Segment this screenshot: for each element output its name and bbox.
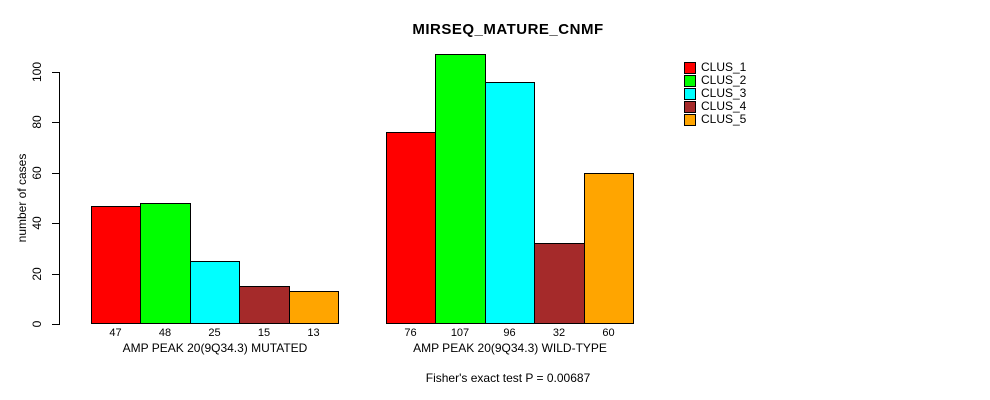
- y-tick-mark: [52, 72, 60, 73]
- y-tick-label: 60: [30, 166, 44, 180]
- legend: CLUS_1 CLUS_2 CLUS_3 CLUS_4 CLUS_5: [684, 61, 746, 126]
- y-tick-mark: [52, 223, 60, 224]
- bar-value-label: 47: [109, 327, 122, 339]
- legend-label: CLUS_4: [701, 99, 747, 113]
- bar-clus_5-group1: [289, 291, 339, 324]
- chart-title: MIRSEQ_MATURE_CNMF: [412, 21, 604, 38]
- legend-row: CLUS_1: [684, 61, 746, 74]
- bar-clus_3-group1: [190, 261, 240, 324]
- legend-label: CLUS_1: [701, 60, 747, 74]
- y-tick-label: 0: [30, 320, 44, 328]
- group-label-wild-type: AMP PEAK 20(9Q34.3) WILD-TYPE: [413, 341, 607, 355]
- legend-swatch-clus_4: [684, 100, 696, 113]
- bar-value-label: 76: [404, 327, 417, 339]
- bar-clus_2-group1: [140, 203, 191, 324]
- bar-value-label: 32: [552, 327, 566, 339]
- bar-value-label: 13: [307, 327, 320, 339]
- legend-row: CLUS_4: [684, 100, 746, 113]
- bar-value-label: 60: [602, 327, 615, 339]
- y-tick-label: 80: [30, 115, 44, 129]
- bar-clus_2-group2: [435, 54, 486, 324]
- bar-value-label: 15: [257, 327, 271, 339]
- y-tick-label: 40: [30, 216, 44, 230]
- bar-clus_5-group2: [584, 173, 634, 324]
- legend-row: CLUS_2: [684, 74, 746, 87]
- y-axis-label: number of cases: [15, 153, 29, 243]
- bar-clus_4-group2: [534, 243, 585, 324]
- y-tick-label: 20: [30, 267, 44, 281]
- legend-swatch-clus_5: [684, 113, 696, 126]
- bar-value-label: 25: [208, 327, 221, 339]
- bar-value-label: 107: [450, 327, 470, 339]
- y-tick-mark: [52, 324, 60, 325]
- bar-clus_1-group2: [386, 132, 436, 324]
- legend-row: CLUS_3: [684, 87, 746, 100]
- legend-swatch-clus_2: [684, 74, 696, 87]
- y-tick-mark: [52, 173, 60, 174]
- legend-swatch-clus_1: [684, 61, 696, 74]
- bar-value-label: 96: [503, 327, 516, 339]
- legend-swatch-clus_3: [684, 87, 696, 100]
- legend-label: CLUS_5: [701, 112, 747, 126]
- bar-clus_1-group1: [91, 206, 141, 324]
- fisher-test-annotation: Fisher's exact test P = 0.00687: [425, 371, 591, 385]
- y-tick-label: 100: [30, 61, 44, 83]
- bar-clus_3-group2: [485, 82, 535, 324]
- bar-clus_4-group1: [239, 286, 290, 324]
- y-tick-mark: [52, 274, 60, 275]
- y-tick-mark: [52, 122, 60, 123]
- bar-value-label: 48: [158, 327, 172, 339]
- legend-label: CLUS_2: [701, 73, 747, 87]
- y-axis: [59, 72, 60, 325]
- group-label-mutated: AMP PEAK 20(9Q34.3) MUTATED: [122, 341, 308, 355]
- legend-label: CLUS_3: [701, 86, 747, 100]
- legend-row: CLUS_5: [684, 113, 746, 126]
